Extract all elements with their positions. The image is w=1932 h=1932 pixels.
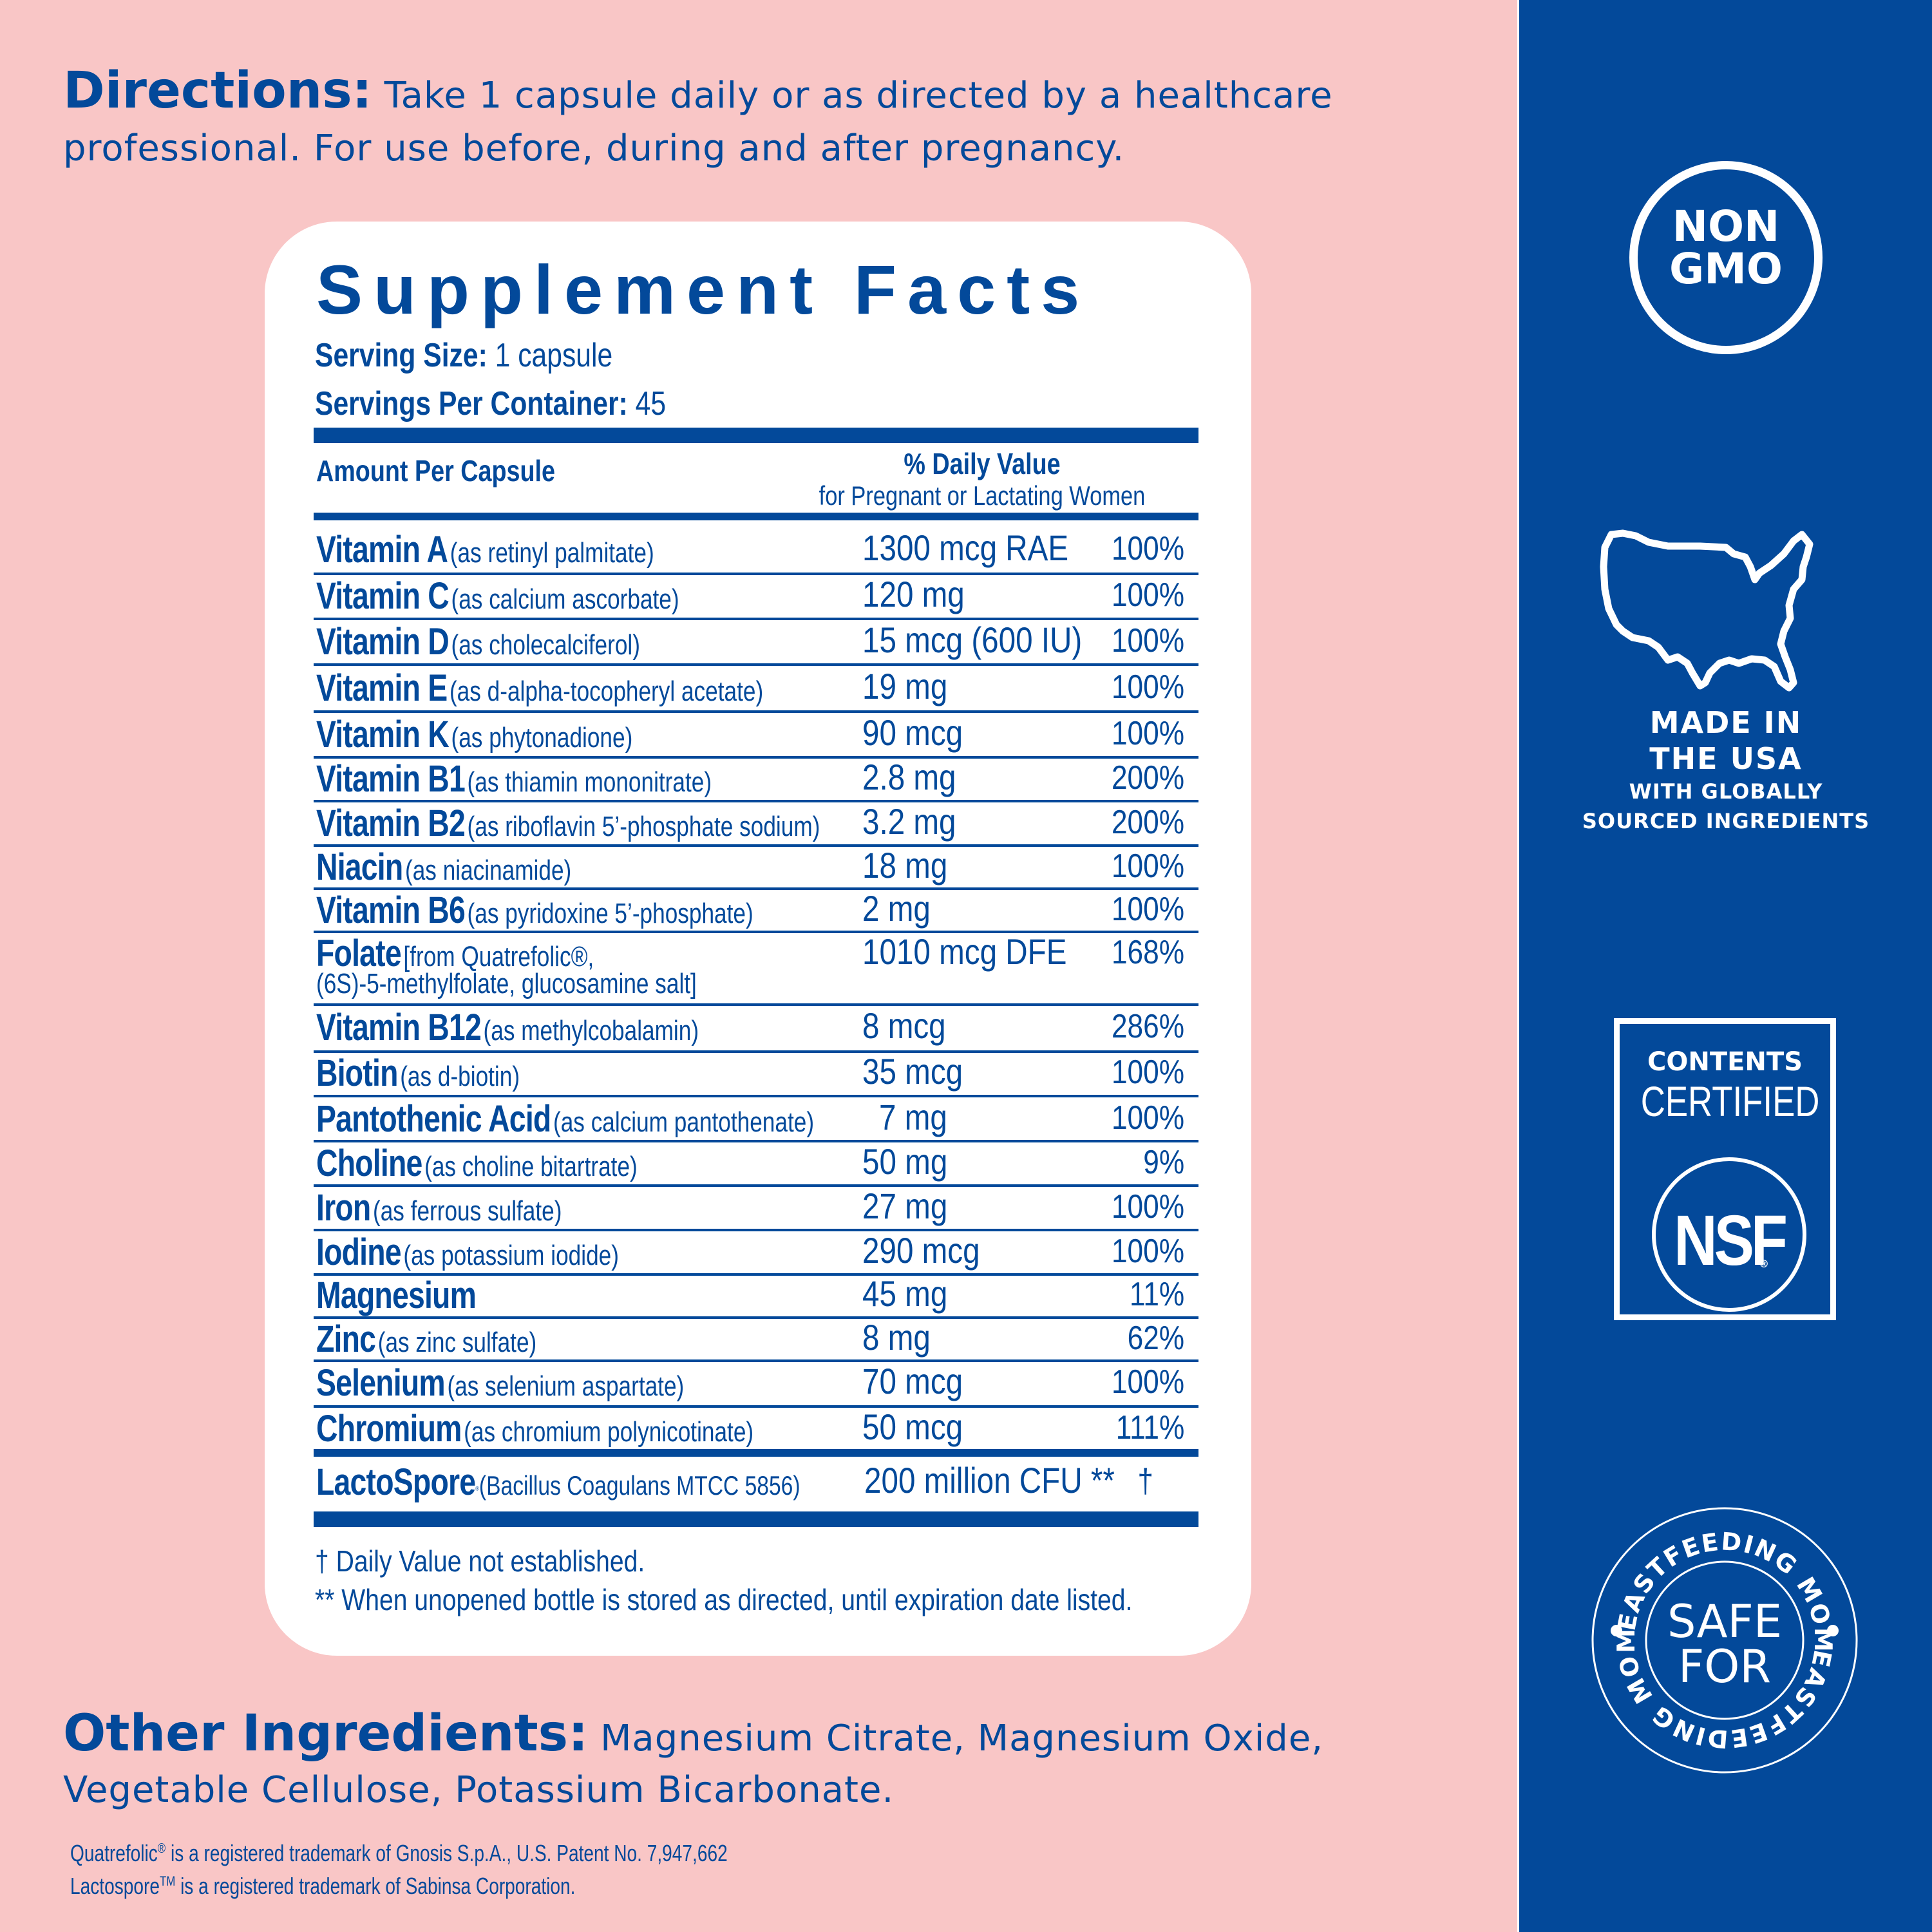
row-divider — [314, 1140, 1198, 1142]
non-gmo-badge: NON GMO — [1629, 161, 1823, 354]
row-divider — [314, 1273, 1198, 1276]
serving-size-value: 1 capsule — [487, 337, 613, 374]
trademark-quatrefolic: Quatrefolic® is a registered trademark o… — [70, 1840, 728, 1866]
footnote-daily-value: † Daily Value not established. — [315, 1544, 645, 1578]
row-divider — [314, 1359, 1198, 1362]
row-divider — [314, 756, 1198, 759]
medium-divider — [314, 1449, 1198, 1457]
servings-per-container-label: Servings Per Container: — [315, 385, 628, 422]
row-divider — [314, 710, 1198, 713]
row-divider — [314, 1095, 1198, 1097]
medium-divider — [314, 513, 1198, 520]
svg-text:SAFE: SAFE — [1667, 1595, 1782, 1648]
other-ingredients: Other Ingredients: Magnesium Citrate, Ma… — [63, 1708, 1480, 1816]
nsf-certified-badge: CONTENTS CERTIFIED NSF ® — [1614, 1018, 1836, 1320]
made-in-usa-badge: MADE IN THE USA WITH GLOBALLY SOURCED IN… — [1582, 705, 1870, 833]
row-divider — [314, 1003, 1198, 1006]
non-gmo-text: NON GMO — [1669, 202, 1783, 294]
supplement-facts-title: Supplement Facts — [316, 251, 1091, 328]
thick-divider — [314, 1511, 1198, 1527]
usa-map-icon — [1600, 529, 1814, 692]
row-divider — [314, 663, 1198, 666]
row-divider — [314, 573, 1198, 575]
serving-size-label: Serving Size: — [315, 337, 488, 374]
trademark-lactospore: LactosporeTM is a registered trademark o… — [70, 1873, 576, 1899]
other-ingredients-heading: Other Ingredients: — [63, 1705, 589, 1763]
footnote-storage: ** When unopened bottle is stored as dir… — [315, 1583, 1133, 1616]
header-daily-value: % Daily Value — [904, 447, 1061, 480]
svg-text:FOR: FOR — [1678, 1640, 1771, 1693]
header-daily-value-sub: for Pregnant or Lactating Women — [819, 480, 1146, 511]
row-divider — [314, 844, 1198, 847]
header-amount-per-capsule: Amount Per Capsule — [316, 454, 555, 488]
row-divider — [314, 618, 1198, 620]
thick-divider — [314, 428, 1198, 443]
directions-heading: Directions: — [63, 62, 372, 120]
row-divider — [314, 887, 1198, 890]
supplement-facts-card — [265, 222, 1251, 1656]
row-divider — [314, 1050, 1198, 1053]
row-divider — [314, 1229, 1198, 1231]
serving-size: Serving Size: 1 capsule — [315, 336, 612, 375]
row-divider — [314, 1405, 1198, 1408]
row-divider — [314, 1316, 1198, 1319]
row-divider — [314, 800, 1198, 802]
directions-body: Take 1 capsule daily or as directed by a… — [63, 75, 1333, 169]
servings-per-container-value: 45 — [627, 385, 667, 422]
nsf-logo-icon: NSF ® — [1652, 1157, 1806, 1312]
other-ingredients-body: Magnesium Citrate, Magnesium Oxide, Vege… — [63, 1718, 1324, 1811]
row-divider — [314, 1184, 1198, 1187]
servings-per-container: Servings Per Container: 45 — [315, 384, 666, 423]
row-divider — [314, 931, 1198, 933]
directions-text: Directions: Take 1 capsule daily or as d… — [63, 64, 1493, 175]
